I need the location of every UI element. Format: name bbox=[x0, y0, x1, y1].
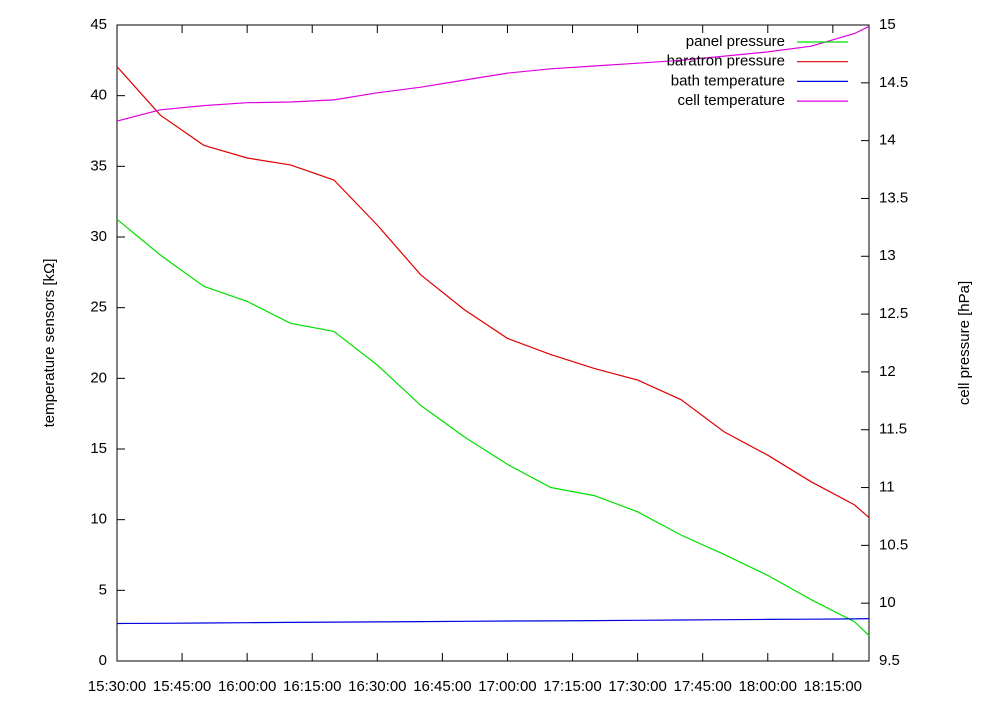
y-tick-label: 40 bbox=[90, 87, 107, 104]
legend-label: baratron pressure bbox=[667, 53, 785, 70]
legend-label: cell temperature bbox=[677, 92, 785, 109]
plot-border bbox=[116, 24, 870, 662]
y2-tick-label: 10 bbox=[879, 594, 896, 611]
y2-tick-label: 9.5 bbox=[879, 652, 900, 669]
series-line bbox=[116, 25, 870, 122]
y-tick-label: 20 bbox=[90, 369, 107, 386]
x-tick-label: 16:15:00 bbox=[283, 678, 341, 695]
y-tick-label: 15 bbox=[90, 440, 107, 457]
y2-tick-label: 14 bbox=[879, 132, 896, 149]
y2-tick-label: 10.5 bbox=[879, 536, 908, 553]
y2-tick-label: 13 bbox=[879, 247, 896, 264]
y2-tick-label: 11.5 bbox=[879, 421, 907, 438]
legend-label: panel pressure bbox=[686, 33, 785, 50]
series-line bbox=[116, 618, 870, 625]
x-tick-label: 17:15:00 bbox=[543, 678, 601, 695]
y2-tick-label: 12 bbox=[879, 363, 896, 380]
x-tick-label: 17:30:00 bbox=[608, 678, 666, 695]
y-tick-label: 35 bbox=[90, 157, 107, 174]
x-tick-label: 16:00:00 bbox=[218, 678, 276, 695]
y2-tick-label: 12.5 bbox=[879, 305, 908, 322]
y-tick-label: 10 bbox=[90, 511, 107, 528]
y-tick-label: 45 bbox=[90, 16, 107, 33]
x-tick-label: 16:45:00 bbox=[413, 678, 471, 695]
y-axis-label: temperature sensors [kΩ] bbox=[41, 259, 58, 428]
y2-tick-label: 15 bbox=[879, 16, 896, 33]
y2-tick-label: 14.5 bbox=[879, 74, 908, 91]
y2-tick-label: 11 bbox=[879, 479, 895, 496]
x-tick-label: 18:00:00 bbox=[739, 678, 797, 695]
legend-label: bath temperature bbox=[671, 72, 785, 89]
x-tick-label: 15:45:00 bbox=[153, 678, 211, 695]
y-tick-label: 5 bbox=[99, 581, 107, 598]
y-tick-label: 30 bbox=[90, 228, 107, 245]
y2-axis-label: cell pressure [hPa] bbox=[956, 281, 973, 405]
x-tick-label: 15:30:00 bbox=[88, 678, 146, 695]
series-line bbox=[116, 66, 870, 519]
x-tick-label: 17:45:00 bbox=[673, 678, 731, 695]
x-tick-label: 18:15:00 bbox=[804, 678, 862, 695]
series-line bbox=[116, 218, 870, 637]
x-tick-label: 16:30:00 bbox=[348, 678, 406, 695]
y-tick-label: 0 bbox=[99, 652, 107, 669]
x-tick-label: 17:00:00 bbox=[478, 678, 536, 695]
y-tick-label: 25 bbox=[90, 299, 107, 316]
y2-tick-label: 13.5 bbox=[879, 189, 908, 206]
